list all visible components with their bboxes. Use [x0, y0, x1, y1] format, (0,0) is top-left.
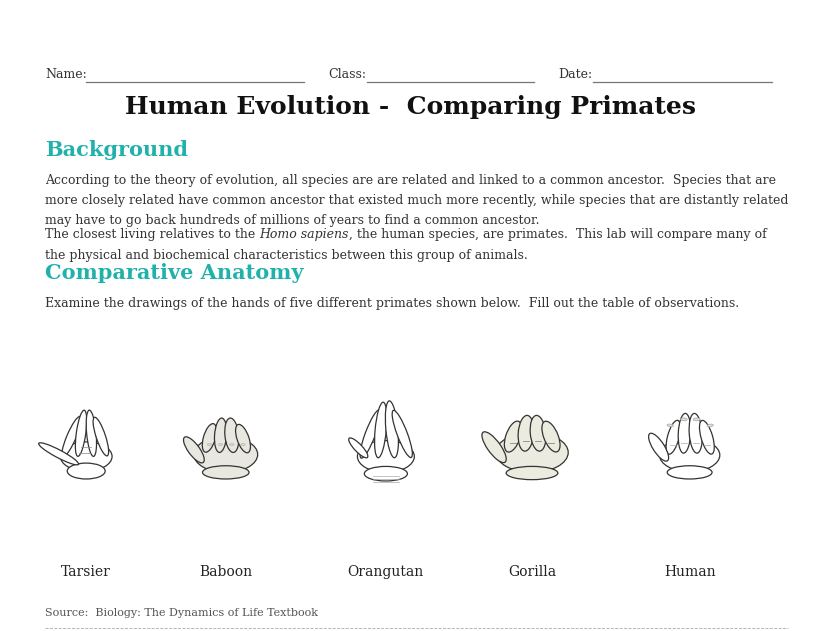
Ellipse shape [357, 440, 415, 473]
Text: Examine the drawings of the hands of five different primates shown below.  Fill : Examine the drawings of the hands of fiv… [45, 297, 739, 310]
Ellipse shape [689, 413, 702, 453]
Ellipse shape [693, 418, 700, 421]
Text: Source:  Biology: The Dynamics of Life Textbook: Source: Biology: The Dynamics of Life Te… [45, 608, 319, 618]
Text: The closest living relatives to the: The closest living relatives to the [45, 228, 259, 242]
Ellipse shape [496, 433, 568, 473]
Ellipse shape [360, 410, 381, 458]
Ellipse shape [194, 437, 258, 473]
Ellipse shape [207, 444, 212, 445]
Ellipse shape [39, 443, 79, 465]
Ellipse shape [214, 418, 227, 452]
Text: more closely related have common ancestor that existed much more recently, while: more closely related have common ancesto… [45, 194, 789, 207]
Ellipse shape [202, 423, 217, 452]
Ellipse shape [67, 463, 105, 479]
Ellipse shape [365, 466, 407, 481]
Ellipse shape [62, 416, 81, 457]
Ellipse shape [678, 413, 690, 453]
Ellipse shape [659, 439, 720, 472]
Text: Human: Human [664, 565, 715, 579]
Text: Gorilla: Gorilla [508, 565, 556, 579]
Ellipse shape [76, 410, 87, 456]
Ellipse shape [667, 424, 673, 427]
Ellipse shape [230, 444, 234, 445]
Ellipse shape [93, 417, 108, 456]
Text: According to the theory of evolution, all species are are related and linked to : According to the theory of evolution, al… [45, 174, 776, 187]
Ellipse shape [666, 420, 681, 454]
Text: Tarsier: Tarsier [62, 565, 111, 579]
Ellipse shape [699, 420, 714, 454]
Text: Name:: Name: [45, 68, 87, 81]
Text: Orangutan: Orangutan [348, 565, 424, 579]
Text: Homo sapiens: Homo sapiens [259, 228, 349, 242]
Text: Human Evolution -  Comparing Primates: Human Evolution - Comparing Primates [125, 95, 696, 119]
Ellipse shape [236, 425, 250, 453]
Text: may have to go back hundreds of millions of years to find a common ancestor.: may have to go back hundreds of millions… [45, 214, 539, 227]
Ellipse shape [241, 444, 245, 445]
Text: Date:: Date: [558, 68, 593, 81]
Text: Background: Background [45, 140, 188, 160]
Ellipse shape [349, 438, 368, 458]
Ellipse shape [649, 433, 668, 461]
Ellipse shape [667, 466, 712, 479]
Ellipse shape [504, 421, 521, 452]
Ellipse shape [61, 442, 112, 471]
Text: Class:: Class: [328, 68, 366, 81]
Ellipse shape [392, 410, 412, 457]
Ellipse shape [225, 418, 239, 452]
Ellipse shape [518, 415, 534, 451]
Ellipse shape [707, 424, 713, 427]
Text: Baboon: Baboon [200, 565, 252, 579]
Text: Comparative Anatomy: Comparative Anatomy [45, 262, 304, 283]
Text: the physical and biochemical characteristics between this group of animals.: the physical and biochemical characteris… [45, 249, 528, 262]
Text: , the human species, are primates.  This lab will compare many of: , the human species, are primates. This … [349, 228, 767, 242]
Ellipse shape [218, 444, 222, 445]
Ellipse shape [542, 422, 560, 452]
Ellipse shape [482, 432, 507, 463]
Ellipse shape [203, 466, 249, 479]
Ellipse shape [530, 415, 546, 451]
Ellipse shape [506, 466, 558, 480]
Ellipse shape [385, 401, 398, 457]
Ellipse shape [184, 437, 204, 463]
Ellipse shape [681, 418, 687, 421]
Ellipse shape [374, 402, 387, 457]
Ellipse shape [86, 410, 97, 456]
